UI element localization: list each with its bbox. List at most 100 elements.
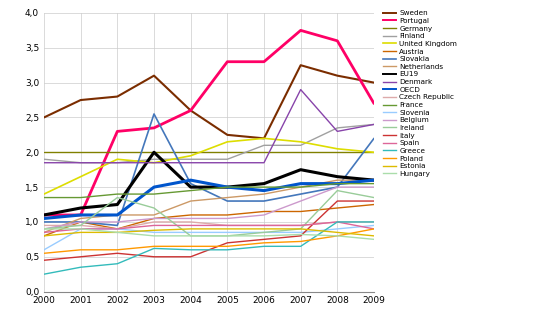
Finland [188, 157, 194, 161]
Poland [188, 244, 194, 248]
Sweden [151, 74, 157, 78]
Line: Poland: Poland [44, 229, 374, 253]
Slovakia [224, 199, 230, 203]
United Kingdom [188, 154, 194, 158]
Poland [224, 244, 230, 248]
Greece [334, 220, 340, 224]
United Kingdom [371, 150, 377, 154]
OECD [114, 213, 120, 217]
Netherlands [41, 230, 47, 234]
Sweden [78, 98, 84, 102]
Czech Republic [188, 220, 194, 224]
Line: Austria: Austria [44, 204, 374, 236]
Hungary [224, 234, 230, 238]
Ireland [78, 224, 84, 227]
Slovenia [224, 230, 230, 234]
Sweden [371, 81, 377, 85]
Belgium [41, 227, 47, 231]
EU19 [151, 150, 157, 154]
Line: United Kingdom: United Kingdom [44, 138, 374, 194]
Greece [151, 247, 157, 250]
Austria [298, 210, 304, 214]
Portugal [224, 60, 230, 64]
OECD [261, 189, 267, 192]
Estonia [334, 230, 340, 234]
Slovakia [334, 185, 340, 189]
Finland [151, 157, 157, 161]
Italy [114, 251, 120, 255]
Belgium [188, 216, 194, 220]
Portugal [298, 29, 304, 32]
Hungary [298, 233, 304, 237]
Czech Republic [224, 224, 230, 227]
Portugal [114, 130, 120, 133]
Germany [224, 150, 230, 154]
Line: Ireland: Ireland [44, 191, 374, 236]
OECD [151, 185, 157, 189]
Line: Slovakia: Slovakia [44, 114, 374, 226]
Slovenia [334, 227, 340, 231]
Poland [298, 239, 304, 243]
Italy [334, 199, 340, 203]
Germany [261, 150, 267, 154]
Sweden [334, 74, 340, 78]
Finland [298, 143, 304, 147]
Czech Republic [334, 220, 340, 224]
Hungary [151, 234, 157, 238]
Netherlands [371, 178, 377, 182]
Denmark [298, 88, 304, 92]
Germany [151, 150, 157, 154]
Line: Netherlands: Netherlands [44, 180, 374, 232]
Slovakia [151, 112, 157, 116]
France [371, 182, 377, 186]
France [261, 185, 267, 189]
Ireland [261, 230, 267, 234]
Spain [114, 227, 120, 231]
Slovenia [371, 224, 377, 227]
Ireland [224, 234, 230, 238]
Estonia [78, 230, 84, 234]
Line: OECD: OECD [44, 180, 374, 218]
Slovakia [114, 224, 120, 227]
Portugal [41, 213, 47, 217]
Portugal [188, 109, 194, 112]
Italy [224, 241, 230, 245]
EU19 [188, 185, 194, 189]
Slovakia [41, 220, 47, 224]
France [298, 185, 304, 189]
Italy [261, 237, 267, 241]
Line: Belgium: Belgium [44, 187, 374, 229]
United Kingdom [298, 140, 304, 144]
Hungary [371, 237, 377, 241]
United Kingdom [41, 192, 47, 196]
Germany [371, 150, 377, 154]
Spain [371, 227, 377, 231]
Belgium [371, 185, 377, 189]
Netherlands [298, 185, 304, 189]
Line: EU19: EU19 [44, 152, 374, 215]
Slovakia [298, 192, 304, 196]
Sweden [298, 63, 304, 67]
Slovakia [188, 182, 194, 186]
Sweden [224, 133, 230, 137]
France [78, 196, 84, 200]
Line: Denmark: Denmark [44, 90, 374, 163]
France [41, 196, 47, 200]
Poland [371, 227, 377, 231]
Denmark [334, 130, 340, 133]
Estonia [224, 227, 230, 231]
Spain [261, 224, 267, 227]
Greece [224, 248, 230, 252]
Finland [334, 126, 340, 130]
Denmark [224, 161, 230, 165]
Czech Republic [114, 227, 120, 231]
Estonia [371, 234, 377, 238]
Line: Hungary: Hungary [44, 229, 374, 239]
OECD [78, 213, 84, 217]
Austria [151, 216, 157, 220]
Belgium [114, 220, 120, 224]
Spain [78, 227, 84, 231]
France [114, 192, 120, 196]
Line: Finland: Finland [44, 124, 374, 163]
Greece [371, 220, 377, 224]
